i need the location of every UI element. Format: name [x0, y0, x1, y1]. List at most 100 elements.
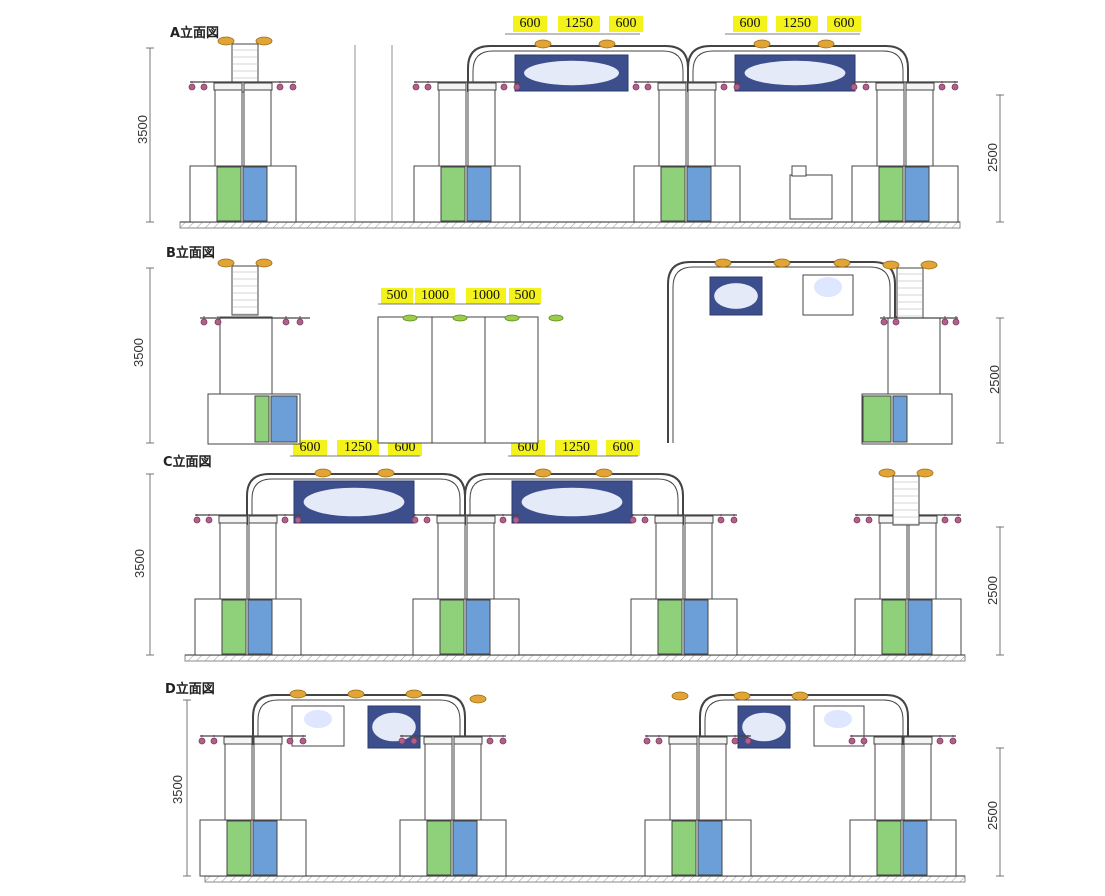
top-light-icon — [255, 36, 273, 46]
spot-lamp-icon — [296, 318, 304, 326]
dim-c1-mid: 1250 — [337, 440, 379, 456]
booth-header-plate — [875, 82, 905, 91]
top-light-icon — [377, 468, 395, 478]
booth-column-right — [905, 86, 934, 167]
counter-panel-green — [876, 820, 902, 876]
spot-lamp-icon — [848, 737, 856, 745]
booth-column-left — [876, 86, 905, 167]
spot-lamp-icon — [276, 83, 284, 91]
booth-header-plate — [698, 736, 728, 745]
booth-column-right — [467, 86, 496, 167]
sign-blur — [303, 487, 405, 517]
top-light-icon — [817, 39, 835, 49]
top-light-icon — [878, 468, 896, 478]
top-light-icon — [598, 39, 616, 49]
sign-blur — [824, 710, 852, 728]
booth-column-left — [655, 519, 684, 600]
spot-lamp-icon — [200, 318, 208, 326]
sign-blur — [304, 710, 332, 728]
top-light-icon — [791, 691, 809, 701]
spot-lamp-icon — [853, 516, 861, 524]
spot-lamp-icon — [513, 83, 521, 91]
partition-wall — [377, 316, 539, 444]
counter-panel-blue — [697, 820, 723, 876]
counter-panel-blue — [892, 395, 908, 443]
spot-lamp-icon — [486, 737, 494, 745]
spot-lamp-icon — [717, 516, 725, 524]
counter-panel-green — [878, 166, 904, 222]
spot-lamp-icon — [205, 516, 213, 524]
spot-lamp-icon — [412, 83, 420, 91]
booth-header-plate — [903, 736, 933, 745]
elevation-a-title: A立面図 — [170, 26, 220, 41]
booth-header-plate — [466, 515, 496, 524]
spot-lamp-icon — [892, 318, 900, 326]
green-fixture-icon — [504, 314, 520, 322]
booth-column-right — [243, 86, 272, 167]
counter-panel-green — [862, 395, 892, 443]
counter-panel-green — [440, 166, 466, 222]
tower-column — [896, 267, 924, 319]
booth-header-plate — [243, 82, 273, 91]
info-desk — [789, 174, 833, 220]
elevation-d-title: D立面図 — [165, 682, 215, 697]
dim-c2-right: 600 — [606, 440, 640, 456]
top-light-icon — [753, 39, 771, 49]
sign-blur — [372, 712, 416, 742]
booth-column-left — [438, 86, 467, 167]
top-light-icon — [714, 258, 732, 268]
spot-lamp-icon — [210, 737, 218, 745]
spot-lamp-icon — [733, 83, 741, 91]
sign-blur — [744, 60, 846, 86]
counter-panel-blue — [452, 820, 478, 876]
spot-lamp-icon — [424, 83, 432, 91]
booth-header-plate — [213, 82, 243, 91]
top-light-icon — [217, 258, 235, 268]
spot-lamp-icon — [299, 737, 307, 745]
truss-arch — [467, 45, 689, 92]
spot-lamp-icon — [410, 737, 418, 745]
elevation-c-title: C立面図 — [163, 455, 212, 470]
spot-lamp-icon — [941, 318, 949, 326]
booth-column-left — [669, 740, 698, 821]
booth-column-right — [453, 740, 482, 821]
spot-lamp-icon — [500, 83, 508, 91]
top-light-icon — [916, 468, 934, 478]
spot-lamp-icon — [629, 516, 637, 524]
truss-arch-inner — [472, 50, 684, 92]
booth-header-plate — [423, 736, 453, 745]
booth-header-plate — [253, 736, 283, 745]
sign-blur — [714, 283, 758, 309]
spot-lamp-icon — [193, 516, 201, 524]
counter-panel-blue — [465, 599, 491, 655]
dim-a2-right: 600 — [827, 16, 861, 32]
booth-header-plate — [437, 82, 467, 91]
counter-panel-green — [216, 166, 242, 222]
booth-column-left — [879, 519, 908, 600]
spot-lamp-icon — [850, 83, 858, 91]
booth-column — [219, 316, 273, 398]
dim-a2-left: 600 — [733, 16, 767, 32]
tower-column — [231, 265, 259, 316]
spot-lamp-icon — [938, 83, 946, 91]
dim-b-2: 1000 — [415, 288, 455, 304]
booth-header-plate — [873, 736, 903, 745]
sign-blur — [524, 60, 619, 86]
top-light-icon — [733, 691, 751, 701]
booth-column-right — [253, 740, 282, 821]
top-light-icon — [833, 258, 851, 268]
booth-header-plate — [687, 82, 717, 91]
truss-arch-inner — [251, 478, 461, 525]
truss-arch-inner — [704, 699, 904, 745]
desk-monitor — [791, 165, 807, 177]
spot-lamp-icon — [411, 516, 419, 524]
counter-panel-blue — [904, 166, 930, 222]
green-fixture-icon — [452, 314, 468, 322]
dim-a2-mid: 1250 — [776, 16, 818, 32]
counter-panel-green — [660, 166, 686, 222]
spot-lamp-icon — [936, 737, 944, 745]
spot-lamp-icon — [949, 737, 957, 745]
dim-c2-left: 600 — [511, 440, 545, 456]
booth-column-left — [219, 519, 248, 600]
